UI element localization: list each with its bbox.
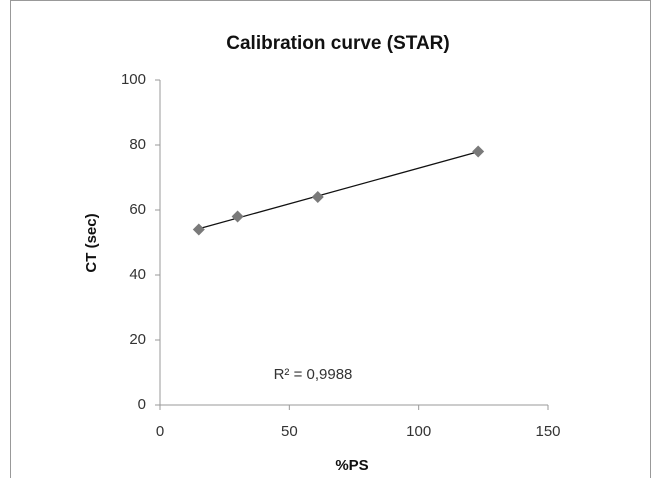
annotation: R² = 0,9988	[274, 366, 353, 383]
y-tick-label: 40	[129, 266, 146, 283]
x-tick-label: 50	[281, 423, 298, 440]
trendline	[198, 151, 479, 230]
x-tick-label: 150	[535, 423, 560, 440]
marker	[311, 191, 324, 203]
x-tick-label: 0	[156, 423, 164, 440]
x-tick-label: 100	[406, 423, 431, 440]
y-axis-title: CT (sec)	[83, 213, 100, 272]
chart-frame	[10, 0, 651, 478]
marker	[231, 210, 244, 223]
y-tick-label: 80	[129, 136, 146, 153]
y-tick-label: 20	[129, 331, 146, 348]
y-tick-label: 0	[138, 396, 146, 413]
x-axis-title: %PS	[335, 457, 368, 474]
marker	[192, 223, 205, 236]
marker	[472, 145, 485, 158]
y-tick-label: 60	[129, 201, 146, 218]
y-tick-label: 100	[121, 71, 146, 88]
chart-title: Calibration curve (STAR)	[226, 33, 449, 54]
